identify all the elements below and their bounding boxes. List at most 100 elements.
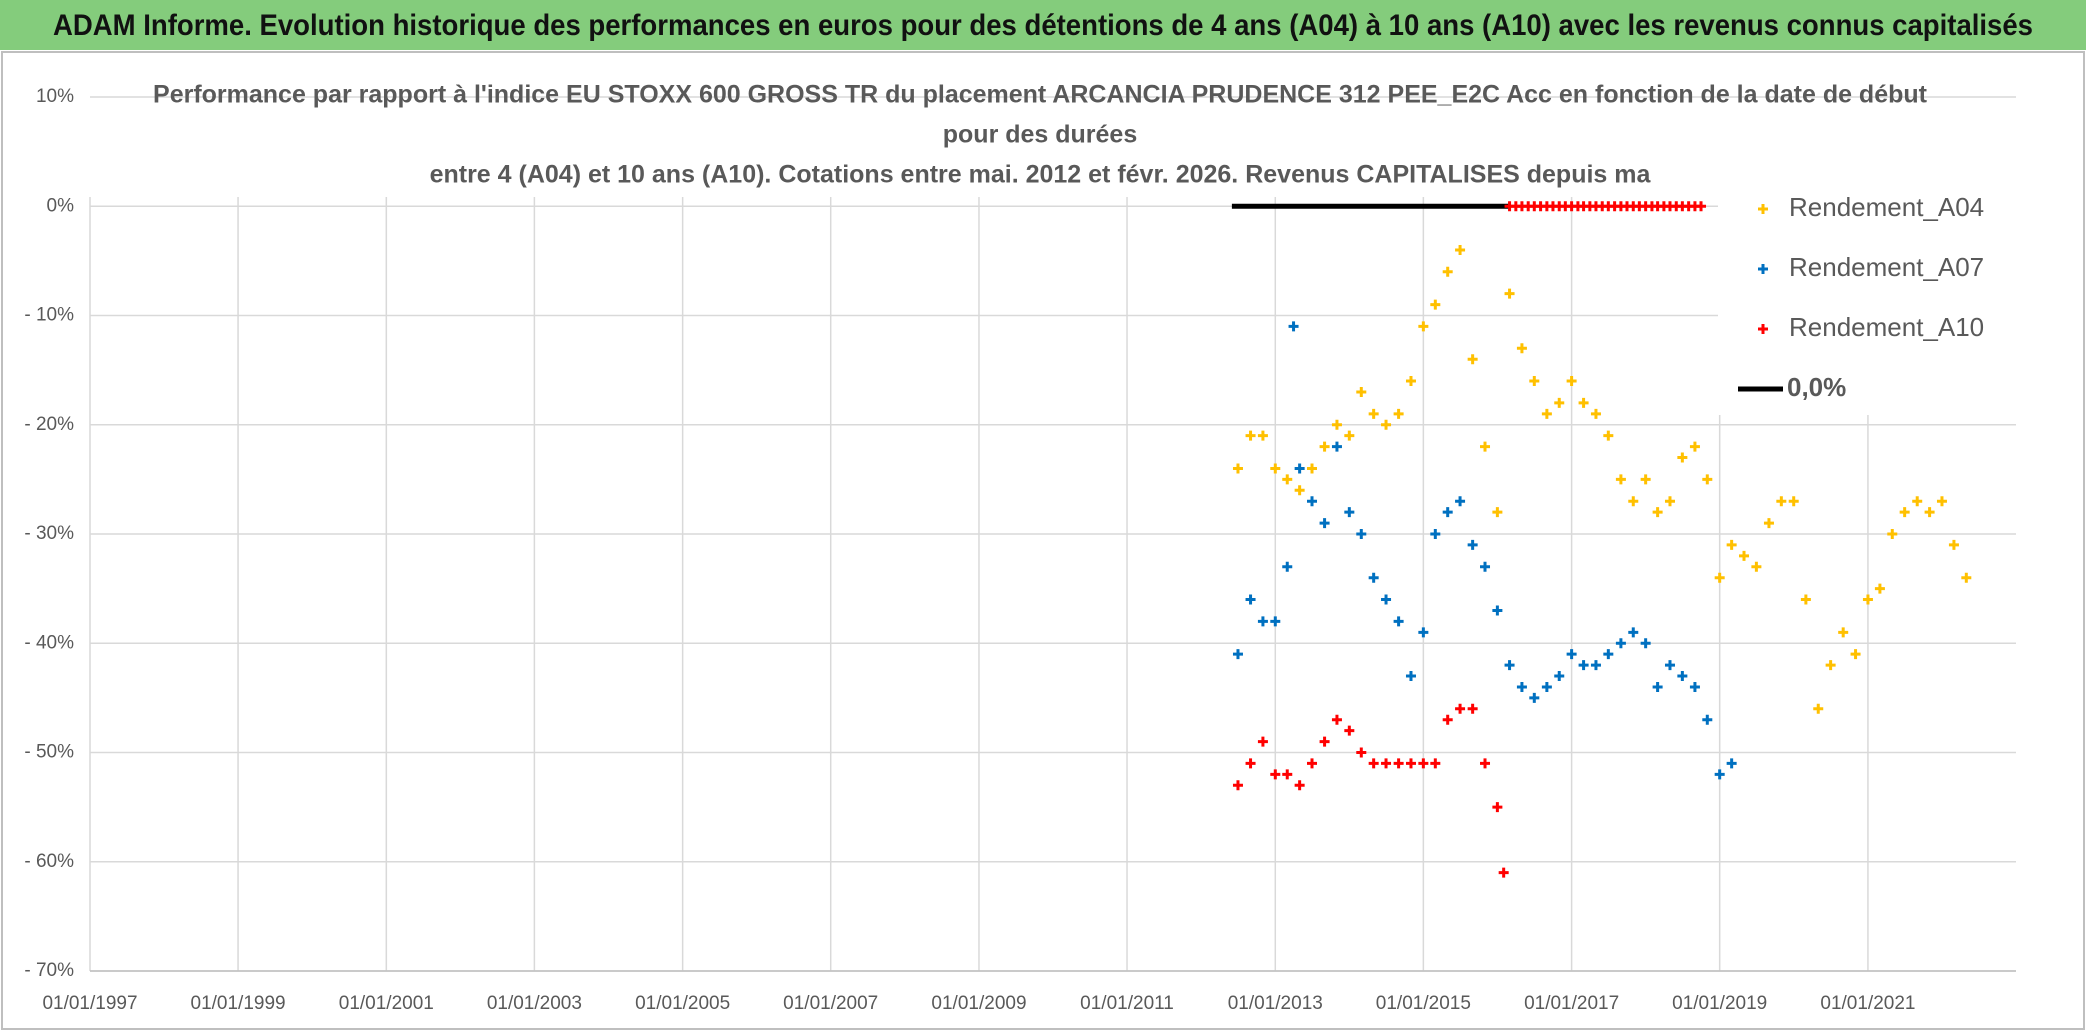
data-point — [1788, 496, 1799, 507]
data-point — [1529, 376, 1540, 387]
data-point — [1578, 397, 1589, 408]
data-point — [1566, 376, 1577, 387]
data-point — [1245, 430, 1256, 441]
x-tick-label: 01/01/2013 — [1228, 993, 1323, 1014]
data-point — [1331, 714, 1342, 725]
data-point — [1492, 802, 1503, 813]
data-point — [1838, 627, 1849, 638]
data-point — [1652, 681, 1663, 692]
data-point — [1689, 441, 1700, 452]
x-tick-label: 01/01/2017 — [1524, 993, 1619, 1014]
y-tick-label: - 50% — [24, 742, 74, 763]
data-point — [1418, 321, 1429, 332]
data-point — [1677, 671, 1688, 682]
legend-label: 0,0% — [1787, 372, 1846, 402]
x-tick-label: 01/01/2001 — [339, 993, 434, 1014]
data-point — [1418, 758, 1429, 769]
chart-title: entre 4 (A04) et 10 ans (A10). Cotations… — [430, 161, 1652, 189]
data-point — [1640, 638, 1651, 649]
data-point — [1331, 441, 1342, 452]
data-point — [1294, 485, 1305, 496]
x-tick-label: 01/01/2003 — [487, 993, 582, 1014]
data-point — [1578, 660, 1589, 671]
x-tick-label: 01/01/1999 — [191, 993, 286, 1014]
data-point — [1405, 376, 1416, 387]
x-tick-label: 01/01/1997 — [42, 993, 137, 1014]
data-point — [1899, 507, 1910, 518]
data-point — [1714, 572, 1725, 583]
data-point — [1356, 386, 1367, 397]
data-point — [1331, 419, 1342, 430]
data-point — [1344, 430, 1355, 441]
data-point — [1554, 397, 1565, 408]
data-point — [1442, 507, 1453, 518]
data-point — [1344, 725, 1355, 736]
data-point — [1381, 419, 1392, 430]
legend-swatch — [1758, 324, 1768, 334]
data-point — [1455, 244, 1466, 255]
data-point — [1603, 430, 1614, 441]
data-point — [1232, 780, 1243, 791]
y-tick-label: - 60% — [24, 851, 74, 872]
data-point — [1418, 627, 1429, 638]
chart-title: Performance par rapport à l'indice EU ST… — [153, 81, 1928, 109]
y-tick-label: - 10% — [24, 305, 74, 326]
data-point — [1813, 703, 1824, 714]
data-point — [1368, 758, 1379, 769]
data-point — [1541, 408, 1552, 419]
data-point — [1825, 660, 1836, 671]
y-tick-label: - 30% — [24, 523, 74, 544]
data-point — [1356, 747, 1367, 758]
data-point — [1874, 583, 1885, 594]
data-point — [1344, 507, 1355, 518]
data-point — [1270, 769, 1281, 780]
data-point — [1232, 649, 1243, 660]
frame — [1, 51, 2085, 1030]
data-point — [1763, 518, 1774, 529]
data-point — [1245, 758, 1256, 769]
y-tick-label: 0% — [47, 195, 75, 216]
data-point — [1850, 649, 1861, 660]
data-point — [1714, 769, 1725, 780]
data-point — [1516, 681, 1527, 692]
data-point — [1615, 474, 1626, 485]
data-point — [1961, 572, 1972, 583]
data-point — [1282, 769, 1293, 780]
data-point — [1442, 266, 1453, 277]
data-point — [1381, 758, 1392, 769]
y-tick-label: - 70% — [24, 960, 74, 981]
y-tick-label: - 20% — [24, 414, 74, 435]
data-point — [1307, 758, 1317, 769]
data-point — [1603, 649, 1614, 660]
data-point — [1492, 605, 1503, 616]
banner-title: ADAM Informe. Evolution historique des p… — [53, 9, 2033, 42]
legend-swatch — [1758, 264, 1768, 274]
data-point — [1393, 616, 1404, 627]
data-point — [1696, 201, 1707, 212]
data-point — [1504, 288, 1515, 299]
x-tick-label: 01/01/2007 — [783, 993, 878, 1014]
data-point — [1319, 441, 1330, 452]
data-point — [1405, 671, 1416, 682]
x-tick-label: 01/01/2009 — [931, 993, 1026, 1014]
data-point — [1467, 703, 1478, 714]
data-point — [1628, 496, 1639, 507]
data-point — [1270, 616, 1281, 627]
data-point — [1442, 714, 1453, 725]
data-point — [1257, 430, 1268, 441]
data-point — [1492, 507, 1503, 518]
data-point — [1726, 539, 1737, 550]
data-point — [1368, 572, 1379, 583]
data-point — [1270, 463, 1281, 474]
data-point — [1590, 660, 1601, 671]
data-point — [1294, 780, 1305, 791]
data-point — [1257, 616, 1268, 627]
data-point — [1702, 714, 1713, 725]
data-point — [1480, 561, 1491, 572]
data-point — [1702, 474, 1713, 485]
data-point — [1689, 681, 1700, 692]
data-point — [1652, 507, 1663, 518]
data-point — [1664, 660, 1675, 671]
data-point — [1948, 539, 1959, 550]
data-point — [1739, 550, 1750, 561]
